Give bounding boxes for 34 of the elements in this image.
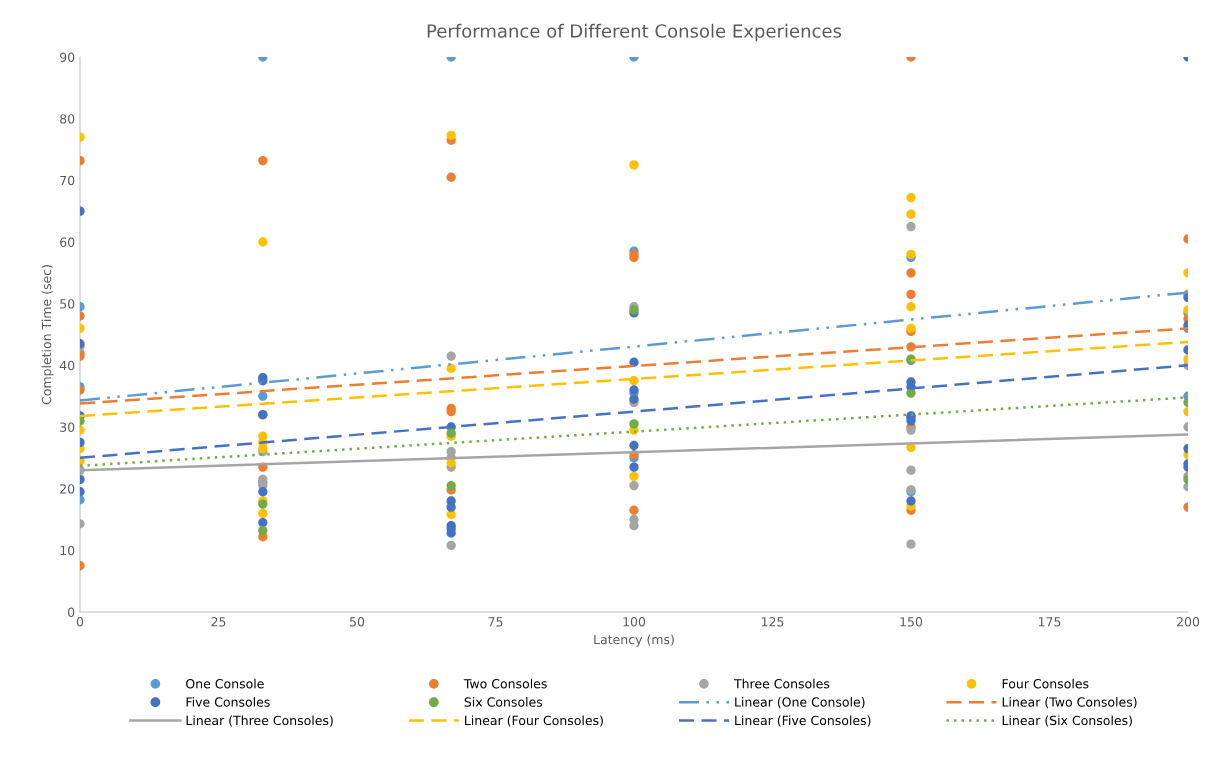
chart-title: Performance of Different Console Experiences xyxy=(427,23,842,42)
y-tick-label: 30 xyxy=(60,422,75,432)
legend-label: Five Consoles xyxy=(186,697,270,707)
x-tick-label: 150 xyxy=(900,617,923,627)
legend-label: Linear (Five Consoles) xyxy=(735,715,871,727)
legend-label: Linear (Six Consoles) xyxy=(1002,715,1132,727)
legend-label: Four Consoles xyxy=(1002,678,1089,689)
x-tick-label: 25 xyxy=(211,617,226,627)
x-tick-label: 50 xyxy=(350,617,365,627)
x-tick-label: 200 xyxy=(1176,617,1200,627)
y-tick-label: 80 xyxy=(60,114,75,124)
legend-label: Six Consoles xyxy=(464,697,543,707)
legend-label: Two Consoles xyxy=(463,678,547,689)
x-axis-title: Latency (ms) xyxy=(594,634,674,647)
legend-label: Linear (Three Consoles) xyxy=(186,715,333,727)
x-tick-label: 100 xyxy=(623,617,646,627)
legend-label: One Console xyxy=(186,678,264,689)
y-tick-label: 0 xyxy=(68,607,75,617)
y-tick-label: 50 xyxy=(60,299,75,309)
x-tick-label: 0 xyxy=(76,617,84,627)
legend-label: Linear (One Console) xyxy=(735,697,865,709)
x-tick-label: 75 xyxy=(488,617,503,627)
x-tick-label: 125 xyxy=(761,617,784,627)
y-axis-title: Completion Time (sec) xyxy=(41,265,54,405)
y-tick-label: 10 xyxy=(60,545,75,556)
y-tick-label: 90 xyxy=(60,52,75,62)
legend-label: Three Consoles xyxy=(733,678,830,689)
y-tick-label: 60 xyxy=(60,237,75,247)
x-tick-label: 175 xyxy=(1038,617,1061,627)
y-tick-label: 20 xyxy=(60,484,75,494)
legend-label: Linear (Two Consoles) xyxy=(1002,697,1137,709)
legend-label: Linear (Four Consoles) xyxy=(465,715,603,727)
y-tick-label: 40 xyxy=(59,360,75,371)
y-tick-label: 70 xyxy=(60,175,75,186)
